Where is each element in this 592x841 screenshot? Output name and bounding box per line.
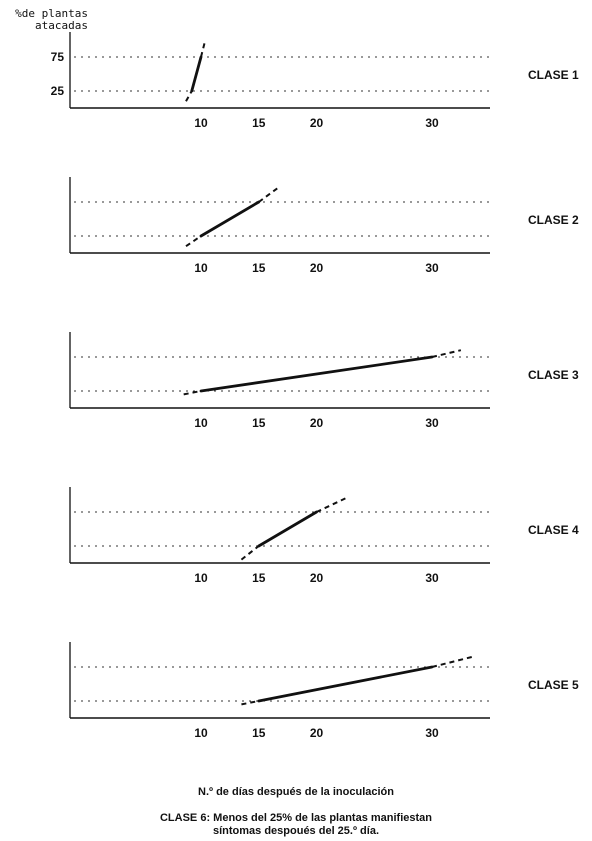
panel5-x-tick-label-30: 30 xyxy=(425,726,439,740)
y-axis-label-line1: %de plantas xyxy=(15,7,88,20)
panel3-x-tick-label-20: 20 xyxy=(310,416,324,430)
panel2-extension-start xyxy=(185,235,202,248)
panel1-x-tick-label-15: 15 xyxy=(252,116,266,130)
panel1-class-label: CLASE 1 xyxy=(528,68,579,82)
x-axis-label: N.º de días después de la inoculación xyxy=(198,786,394,798)
panel4-extension-end xyxy=(316,497,346,513)
panel2-x-tick-label-20: 20 xyxy=(310,261,324,275)
panel1-extension-end xyxy=(200,43,206,58)
panel1-extension-start xyxy=(185,90,193,102)
panel4-extension-start xyxy=(240,545,260,561)
panel1-y-tick-label: 75 xyxy=(51,50,65,64)
panel2-extension-end xyxy=(258,187,278,203)
panel1-x-tick-label-20: 20 xyxy=(310,116,324,130)
panel3-x-tick-label-10: 10 xyxy=(194,416,208,430)
panel2-x-tick-label-15: 15 xyxy=(252,261,266,275)
panel4-x-tick-label-20: 20 xyxy=(310,571,324,585)
panel4-class-label: CLASE 4 xyxy=(528,523,579,537)
panel5-x-tick-label-15: 15 xyxy=(252,726,266,740)
panel1-data-segment xyxy=(190,55,203,93)
panel1-x-tick-label-30: 30 xyxy=(425,116,439,130)
panel2-data-segment xyxy=(199,200,261,238)
y-axis-label: %de plantas atacadas xyxy=(4,8,88,32)
class6-note-line2: síntomas despoués del 25.º día. xyxy=(212,825,379,837)
panel3-x-tick-label-30: 30 xyxy=(425,416,439,430)
panel1-x-tick-label-10: 10 xyxy=(194,116,208,130)
panel4-x-tick-label-30: 30 xyxy=(425,571,439,585)
panel5-extension-end xyxy=(431,655,473,668)
panel1-y-tick-label: 25 xyxy=(51,84,65,98)
panel5-data-segment xyxy=(257,665,434,703)
panel2-x-tick-label-30: 30 xyxy=(425,261,439,275)
panel2-class-label: CLASE 2 xyxy=(528,213,579,227)
panel3-data-segment xyxy=(199,355,434,393)
class6-note: CLASE 6: Menos del 25% de las plantas ma… xyxy=(0,812,592,838)
panel4-x-tick-label-15: 15 xyxy=(252,571,266,585)
panel4-x-tick-label-10: 10 xyxy=(194,571,208,585)
panel5-x-tick-label-20: 20 xyxy=(310,726,324,740)
panel5-x-tick-label-10: 10 xyxy=(194,726,208,740)
panel3-class-label: CLASE 3 xyxy=(528,368,579,382)
panel5-extension-start xyxy=(241,700,259,706)
y-axis-label-line2: atacadas xyxy=(35,19,88,32)
panel5-class-label: CLASE 5 xyxy=(528,678,579,692)
panel3-extension-end xyxy=(431,349,462,358)
panel3-x-tick-label-15: 15 xyxy=(252,416,266,430)
panel4-data-segment xyxy=(257,510,318,548)
panel2-x-tick-label-10: 10 xyxy=(194,261,208,275)
panel3-extension-start xyxy=(183,390,202,396)
class6-note-line1: CLASE 6: Menos del 25% de las plantas ma… xyxy=(159,812,433,824)
